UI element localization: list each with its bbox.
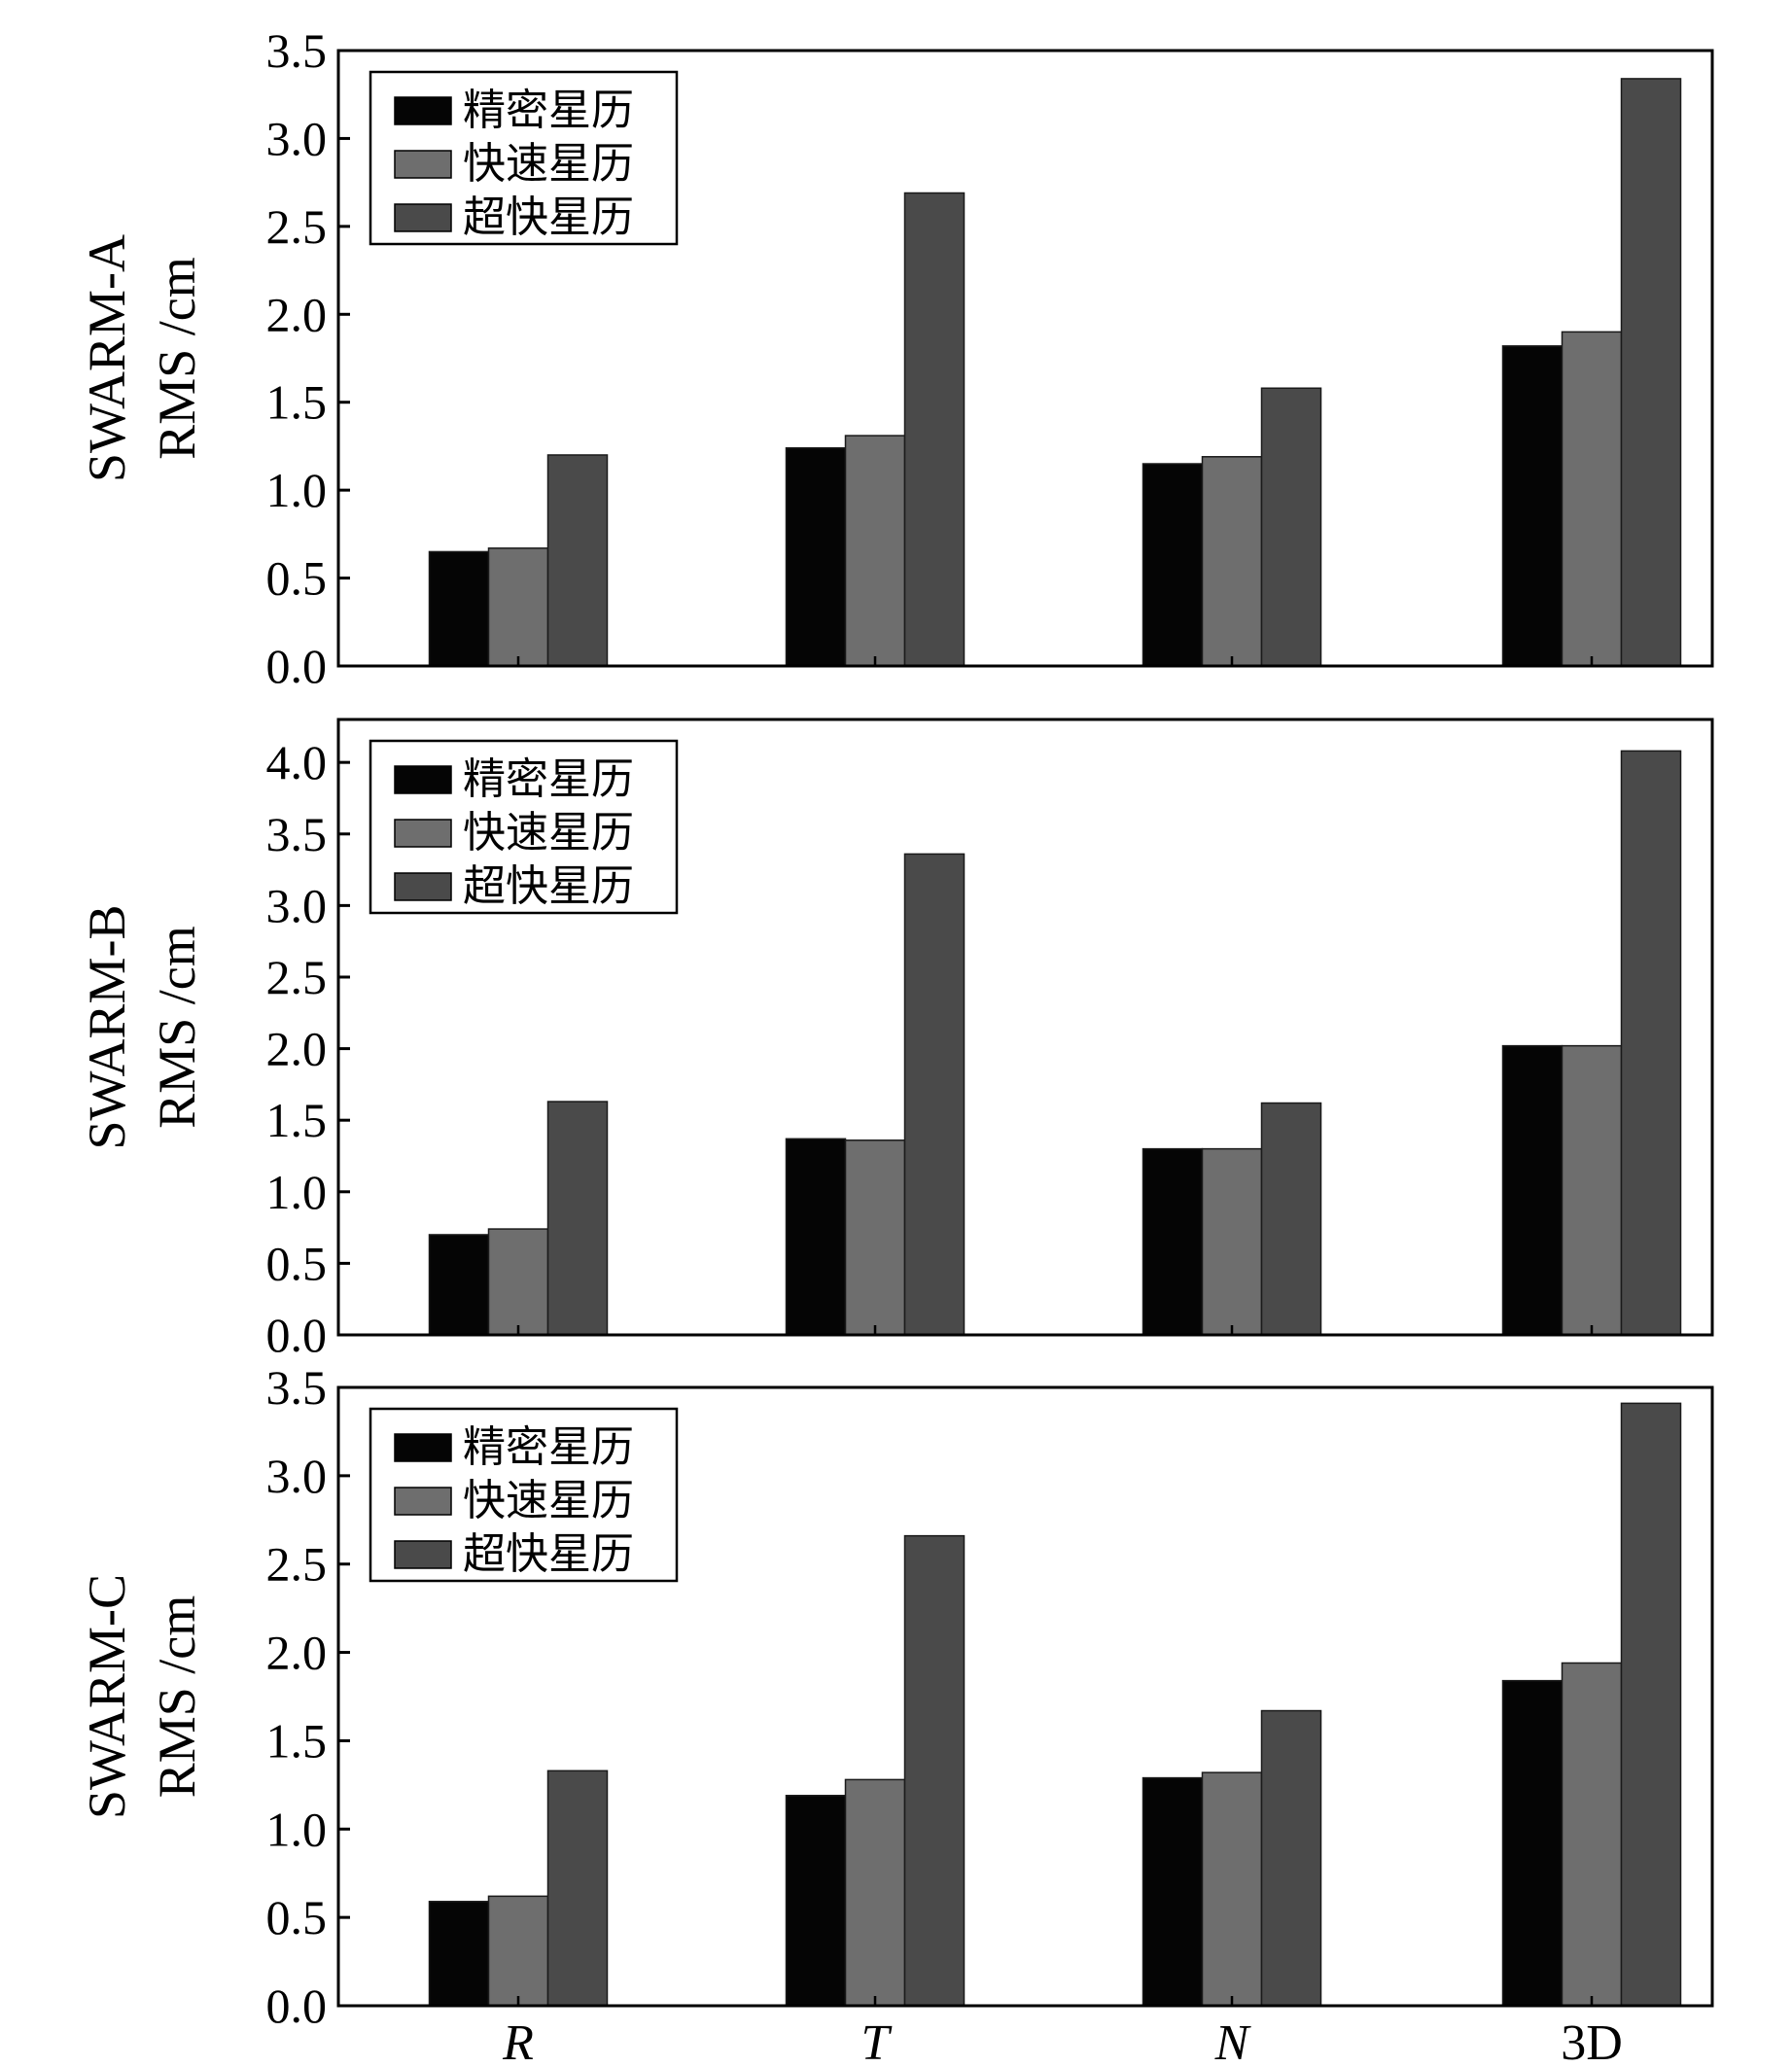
bar-t-series-1 xyxy=(785,1138,847,1336)
y-tick-label: 0.0 xyxy=(266,1308,328,1362)
legend-swatch-1 xyxy=(394,765,452,794)
y-tick-label: 2.5 xyxy=(266,1537,328,1592)
legend-label-3: 超快星历 xyxy=(463,193,634,242)
bar-3d-series-1 xyxy=(1501,345,1564,667)
legend-swatch-3 xyxy=(394,1540,452,1569)
y-tick-label: 2.5 xyxy=(266,199,328,254)
y-tick-label: 1.5 xyxy=(266,375,328,430)
bar-3d-series-2 xyxy=(1561,331,1623,667)
bar-3d-series-2 xyxy=(1561,1044,1623,1336)
legend-swatch-2 xyxy=(394,819,452,848)
bar-3d-series-1 xyxy=(1501,1044,1564,1336)
bar-r-series-2 xyxy=(487,547,549,667)
y-tick-label: 1.5 xyxy=(266,1713,328,1768)
legend-swatch-1 xyxy=(394,1433,452,1462)
legend-swatch-2 xyxy=(394,1487,452,1516)
bar-r-series-1 xyxy=(428,1901,490,2007)
y-tick-label: 2.0 xyxy=(266,287,328,341)
legend-swatch-3 xyxy=(394,872,452,901)
bar-3d-series-1 xyxy=(1501,1679,1564,2007)
y-axis-title-unit: RMS /cm xyxy=(148,1595,206,1799)
bar-n-series-3 xyxy=(1260,387,1322,667)
x-category-label-n: N xyxy=(1214,2015,1252,2067)
bar-t-series-3 xyxy=(903,853,966,1336)
y-axis-title-satellite: SWARM-B xyxy=(78,904,136,1149)
y-tick-label: 1.0 xyxy=(266,463,328,517)
x-category-label-r: R xyxy=(502,2015,534,2067)
bar-t-series-2 xyxy=(844,1139,906,1336)
bar-3d-series-3 xyxy=(1620,78,1682,667)
legend-label-1: 精密星历 xyxy=(463,86,634,135)
legend-label-3: 超快星历 xyxy=(463,861,634,911)
bar-3d-series-3 xyxy=(1620,750,1682,1336)
bar-r-series-2 xyxy=(487,1895,549,2007)
y-tick-label: 0.5 xyxy=(266,1890,328,1944)
y-tick-label: 4.0 xyxy=(266,735,328,789)
bar-n-series-1 xyxy=(1142,1147,1204,1336)
y-tick-label: 3.5 xyxy=(266,1360,328,1415)
bar-3d-series-3 xyxy=(1620,1402,1682,2007)
plot-frame xyxy=(336,49,1714,668)
bar-t-series-1 xyxy=(785,1795,847,2007)
bar-r-series-2 xyxy=(487,1228,549,1336)
y-axis-title-unit: RMS /cm xyxy=(148,926,206,1129)
bar-t-series-1 xyxy=(785,446,847,667)
bar-n-series-3 xyxy=(1260,1709,1322,2007)
legend-label-1: 精密星历 xyxy=(463,1422,634,1472)
bar-t-series-2 xyxy=(844,1778,906,2007)
y-tick-label: 0.0 xyxy=(266,1979,328,2033)
y-tick-label: 0.5 xyxy=(266,551,328,606)
bar-n-series-2 xyxy=(1201,1147,1263,1336)
y-tick-label: 2.0 xyxy=(266,1022,328,1076)
bar-n-series-2 xyxy=(1201,1771,1263,2007)
bar-n-series-1 xyxy=(1142,463,1204,667)
plot-frame xyxy=(336,718,1714,1337)
y-tick-label: 3.0 xyxy=(266,1449,328,1503)
bar-t-series-3 xyxy=(903,1534,966,2007)
panel-3: 0.0 0.5 1.0 1.5 2.0 2.5 3.0 3.5 SWARM-C RMS /cm 精密… xyxy=(78,1360,1714,2067)
legend-swatch-2 xyxy=(394,150,452,179)
bar-n-series-1 xyxy=(1142,1776,1204,2007)
y-axis-title-satellite: SWARM-A xyxy=(78,234,136,482)
y-tick-label: 1.0 xyxy=(266,1165,328,1219)
y-tick-label: 3.0 xyxy=(266,878,328,932)
y-tick-label: 1.5 xyxy=(266,1093,328,1147)
x-category-label-3d: 3D xyxy=(1561,2015,1623,2067)
plot-frame xyxy=(336,1385,1714,2008)
panel-2: 0.0 0.5 1.0 1.5 2.0 2.5 3.0 3.5 4.0 SWARM-B RMS /c… xyxy=(78,718,1714,1362)
bar-r-series-3 xyxy=(546,1769,609,2007)
y-axis-title-satellite: SWARM-C xyxy=(78,1574,136,1819)
legend-swatch-3 xyxy=(394,203,452,232)
bar-r-series-3 xyxy=(546,1101,609,1336)
bar-r-series-1 xyxy=(428,1234,490,1336)
bar-n-series-2 xyxy=(1201,456,1263,667)
y-tick-label: 2.0 xyxy=(266,1626,328,1680)
bar-r-series-3 xyxy=(546,454,609,667)
legend-label-1: 精密星历 xyxy=(463,754,634,804)
bar-t-series-3 xyxy=(903,192,966,667)
bar-r-series-1 xyxy=(428,550,490,667)
y-tick-label: 3.5 xyxy=(266,807,328,861)
y-tick-label: 3.0 xyxy=(266,111,328,165)
y-axis-title-unit: RMS /cm xyxy=(148,257,206,460)
y-tick-label: 3.5 xyxy=(266,23,328,78)
legend-label-2: 快速星历 xyxy=(463,1476,634,1525)
bar-t-series-2 xyxy=(844,435,906,667)
y-tick-label: 1.0 xyxy=(266,1802,328,1856)
y-tick-label: 0.0 xyxy=(266,639,328,693)
y-tick-label: 2.5 xyxy=(266,950,328,1004)
bar-3d-series-2 xyxy=(1561,1662,1623,2007)
legend-label-2: 快速星历 xyxy=(463,808,634,858)
bar-n-series-3 xyxy=(1260,1102,1322,1336)
panel-1: 0.0 0.5 1.0 1.5 2.0 2.5 3.0 3.5 SWARM-A RMS /cm 精密… xyxy=(78,23,1714,693)
legend-swatch-1 xyxy=(394,96,452,125)
legend-label-2: 快速星历 xyxy=(463,139,634,189)
x-category-label-t: T xyxy=(861,2015,893,2067)
legend-label-3: 超快星历 xyxy=(463,1529,634,1579)
y-tick-label: 0.5 xyxy=(266,1236,328,1290)
